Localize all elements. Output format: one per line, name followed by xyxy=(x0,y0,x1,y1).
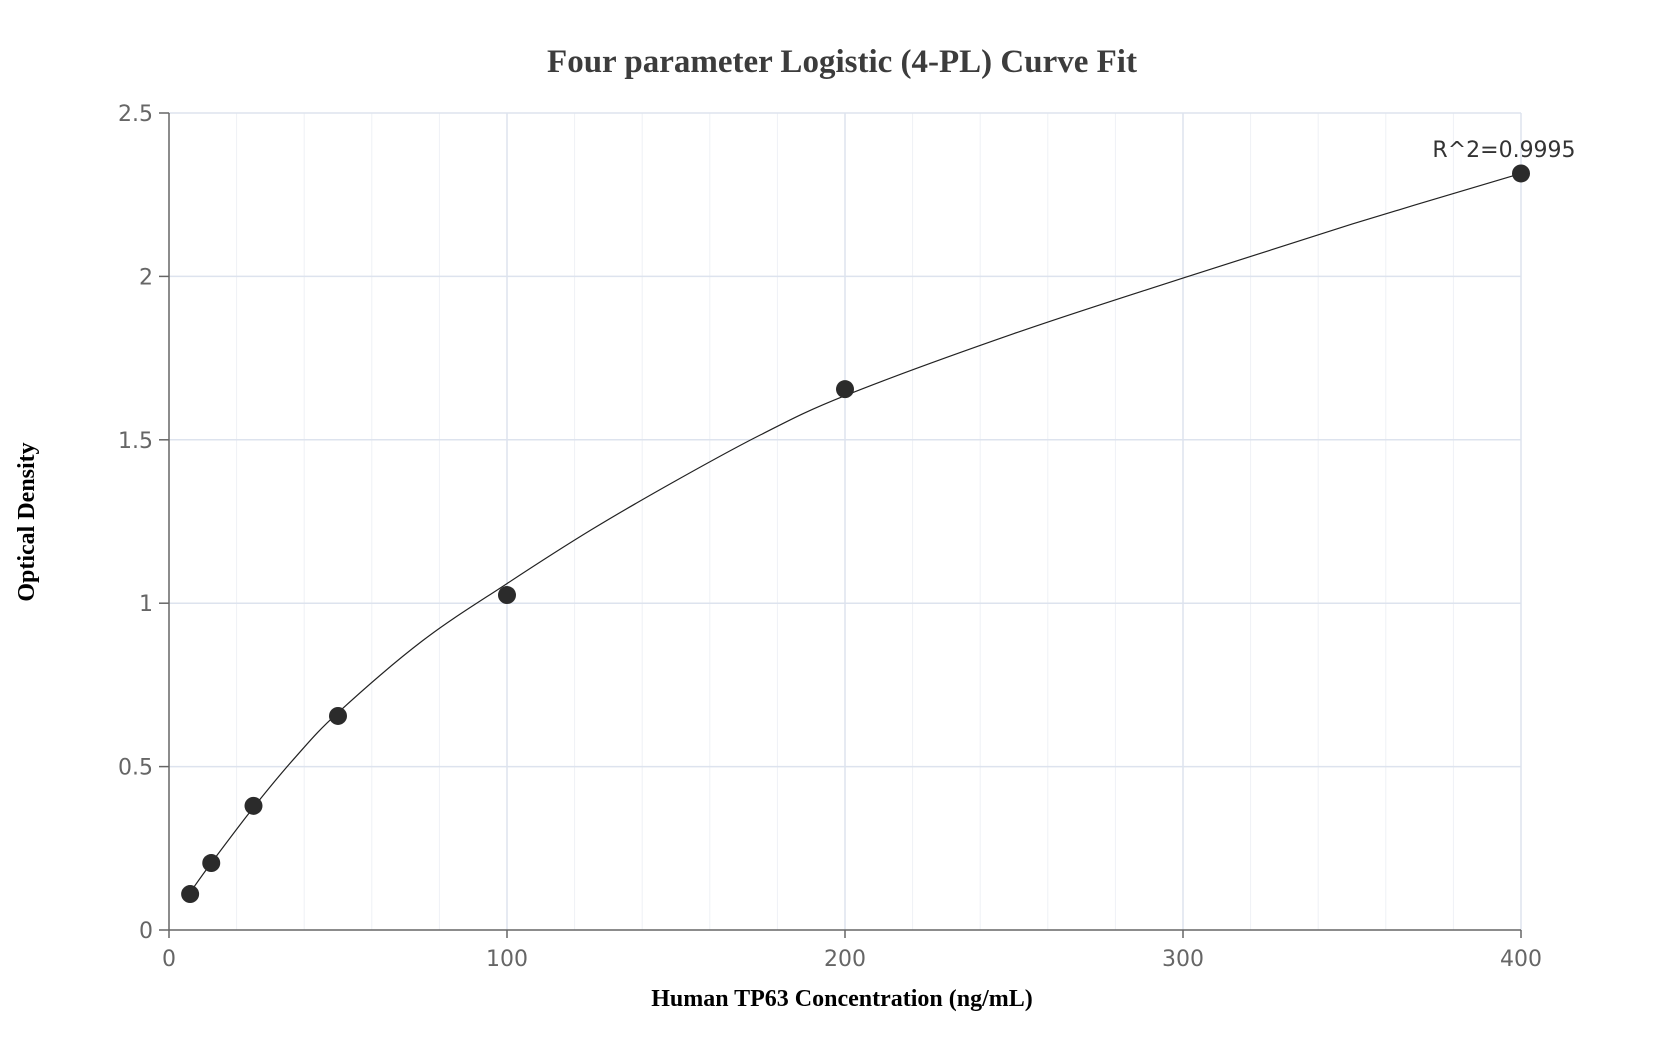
y-axis-ticks: 0 0.5 1 1.5 2 2.5 xyxy=(118,102,169,944)
x-axis-ticks: 0 100 200 300 400 xyxy=(162,930,1542,972)
x-tick-label: 0 xyxy=(162,947,176,972)
x-tick-label: 400 xyxy=(1500,947,1542,972)
y-tick-label: 1 xyxy=(139,592,153,617)
data-point xyxy=(181,885,200,904)
fit-curve-line xyxy=(189,172,1522,893)
y-tick-label: 0.5 xyxy=(118,756,153,781)
r-squared-annotation: R^2=0.9995 xyxy=(1432,138,1575,163)
grid-lines xyxy=(169,112,1522,930)
data-point xyxy=(244,796,263,815)
data-point xyxy=(498,586,516,605)
y-tick-label: 0 xyxy=(139,919,153,944)
data-point xyxy=(1512,164,1530,183)
data-points xyxy=(181,164,1530,904)
y-tick-label: 2 xyxy=(139,265,153,290)
y-tick-label: 2.5 xyxy=(118,102,153,127)
x-tick-label: 300 xyxy=(1162,947,1204,972)
data-point xyxy=(202,854,221,873)
data-point xyxy=(329,706,347,725)
y-axis-title: Optical Density xyxy=(14,442,40,601)
x-axis-title: Human TP63 Concentration (ng/mL) xyxy=(651,986,1033,1012)
x-tick-label: 200 xyxy=(824,947,866,972)
y-tick-label: 1.5 xyxy=(118,429,153,454)
data-point xyxy=(836,380,854,399)
x-tick-label: 100 xyxy=(486,947,528,972)
chart-title: Four parameter Logistic (4-PL) Curve Fit xyxy=(547,44,1137,80)
